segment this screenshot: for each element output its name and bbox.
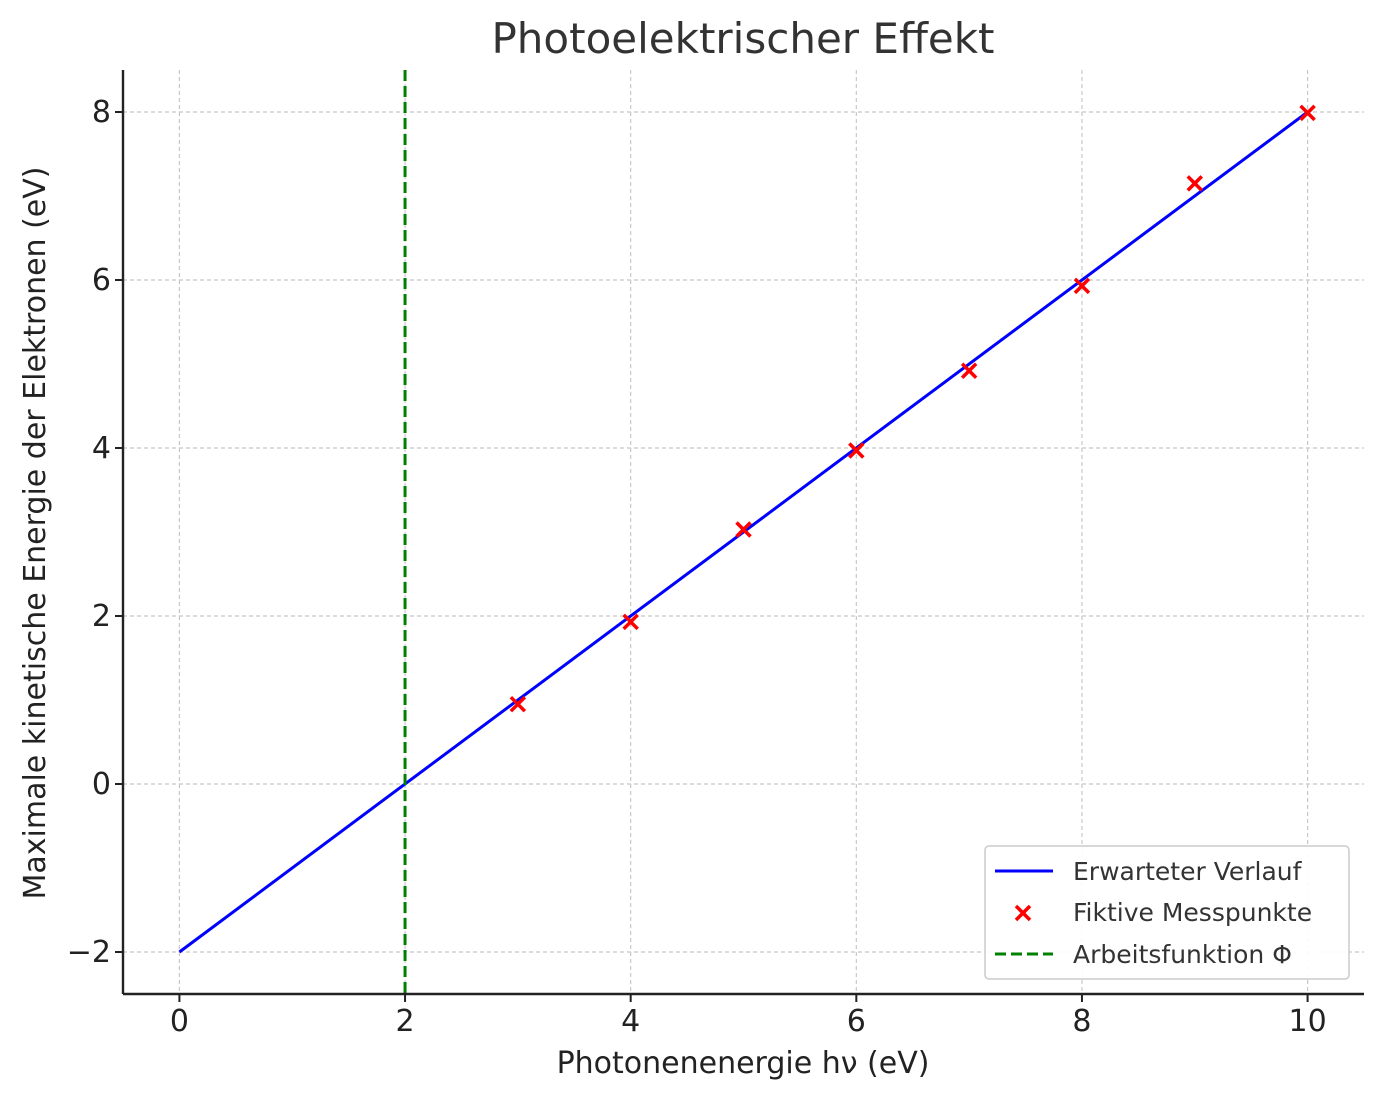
y-tick-label: 4 xyxy=(92,431,111,466)
axes xyxy=(121,70,1364,996)
x-tick-label: 4 xyxy=(621,1004,640,1039)
data-point-stroke xyxy=(1299,104,1316,122)
data-point-stroke xyxy=(1186,175,1204,192)
data-point xyxy=(1186,175,1204,192)
data-point xyxy=(960,362,978,379)
data-point-stroke xyxy=(509,695,527,713)
data-point xyxy=(622,613,639,631)
legend-box xyxy=(984,845,1350,980)
data-point xyxy=(735,521,752,538)
x-tick-label: 2 xyxy=(395,1004,414,1039)
plot-area xyxy=(178,70,1316,994)
x-tick-label: 8 xyxy=(1072,1004,1091,1039)
ticks: 0 2 4 6 8 10 −2 0 2 4 6 8 xyxy=(67,95,1327,1039)
legend-label-work-function: Arbeitsfunktion Φ xyxy=(1073,940,1292,969)
data-point-stroke xyxy=(960,362,978,379)
data-point xyxy=(509,695,527,713)
x-axis-title: Photonenenergie hν (eV) xyxy=(557,1046,930,1081)
x-tick-label: 10 xyxy=(1288,1004,1326,1039)
y-tick-label: 2 xyxy=(92,599,111,634)
expected-line xyxy=(178,110,1309,954)
legend-label-expected: Erwarteter Verlauf xyxy=(1073,857,1303,886)
chart-title: Photoelektrischer Effekt xyxy=(491,14,994,63)
legend: Erwarteter Verlauf Fiktive Messpunkte Ar… xyxy=(984,845,1350,980)
y-tick-label: 0 xyxy=(92,767,111,802)
data-point-stroke xyxy=(848,442,865,459)
x-tick-label: 6 xyxy=(847,1004,866,1039)
data-point xyxy=(1299,104,1316,122)
y-tick-label: 8 xyxy=(92,95,111,130)
legend-swatch-measurements xyxy=(1014,904,1032,922)
y-tick-label: 6 xyxy=(92,263,111,298)
x-tick-label: 0 xyxy=(170,1004,189,1039)
y-tick-label: −2 xyxy=(67,935,111,970)
data-point xyxy=(1073,277,1091,295)
legend-label-measurements: Fiktive Messpunkte xyxy=(1073,898,1312,927)
data-point-stroke xyxy=(622,613,639,631)
data-point-stroke xyxy=(735,521,752,538)
data-point xyxy=(848,442,865,459)
data-point-stroke xyxy=(1073,277,1091,295)
y-axis-title: Maximale kinetische Energie der Elektron… xyxy=(18,167,53,900)
